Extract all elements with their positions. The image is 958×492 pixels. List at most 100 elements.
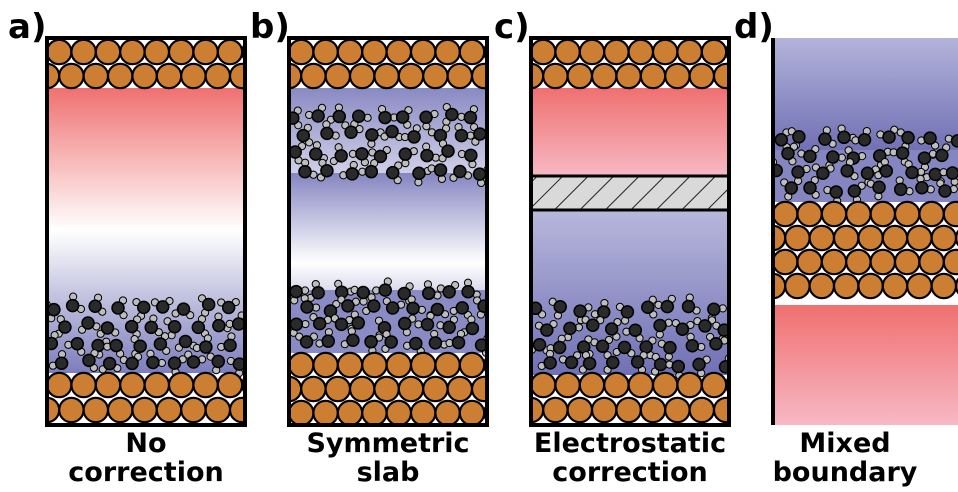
metal-atom bbox=[871, 250, 895, 274]
panel-d-label: d) bbox=[734, 10, 774, 44]
metal-atom bbox=[362, 40, 386, 64]
metal-atom bbox=[871, 202, 895, 226]
panel-c-caption-line-1: Electrostatic bbox=[500, 429, 760, 458]
panel-a-label: a) bbox=[8, 10, 46, 44]
metal-atom bbox=[193, 373, 217, 397]
metal-atom bbox=[387, 401, 411, 425]
panel-d-mixed-boundary bbox=[749, 38, 958, 425]
metal-atom bbox=[531, 40, 555, 64]
metal-atom bbox=[132, 64, 156, 88]
metal-atom bbox=[604, 40, 628, 64]
metal-atom bbox=[785, 274, 809, 298]
metal-atom bbox=[714, 398, 738, 422]
metal-atom bbox=[313, 40, 337, 64]
metal-atom bbox=[810, 226, 834, 250]
metal-atom bbox=[338, 353, 362, 377]
panel-a-caption: No correction bbox=[16, 429, 276, 487]
metal-atom bbox=[145, 40, 169, 64]
metal-atom bbox=[883, 274, 907, 298]
metal-atom bbox=[919, 202, 943, 226]
metal-atom bbox=[641, 398, 665, 422]
metal-atom bbox=[265, 401, 289, 425]
metal-atom bbox=[665, 398, 689, 422]
metal-atom bbox=[313, 353, 337, 377]
metal-atom bbox=[616, 398, 640, 422]
metal-atom bbox=[448, 64, 472, 88]
panel-c-caption: Electrostatic correction bbox=[500, 429, 760, 487]
metal-atom bbox=[132, 398, 156, 422]
metal-atom bbox=[23, 373, 47, 397]
metal-atom bbox=[157, 64, 181, 88]
metal-atom bbox=[289, 353, 313, 377]
panel-b-symmetric-slab bbox=[265, 38, 509, 425]
metal-atom bbox=[773, 202, 797, 226]
panel-b-metal-top bbox=[265, 40, 509, 88]
metal-atom bbox=[326, 64, 350, 88]
metal-atom bbox=[84, 64, 108, 88]
metal-atom bbox=[71, 40, 95, 64]
metal-atom bbox=[218, 373, 242, 397]
panel-c-metal-top bbox=[507, 40, 751, 88]
metal-atom bbox=[665, 64, 689, 88]
metal-atom bbox=[653, 373, 677, 397]
metal-atom bbox=[472, 377, 496, 401]
panel-d-field-bottom bbox=[773, 305, 958, 425]
panel-d-caption-line-1: Mixed bbox=[735, 429, 955, 458]
metal-atom bbox=[702, 40, 726, 64]
metal-atom bbox=[448, 377, 472, 401]
metal-atom bbox=[895, 250, 919, 274]
metal-atom bbox=[507, 373, 531, 397]
metal-atom bbox=[96, 373, 120, 397]
metal-atom bbox=[313, 401, 337, 425]
metal-atom bbox=[641, 64, 665, 88]
metal-atom bbox=[301, 64, 325, 88]
metal-atom bbox=[592, 64, 616, 88]
metal-atom bbox=[895, 202, 919, 226]
metal-atom bbox=[858, 274, 882, 298]
metal-atom bbox=[301, 377, 325, 401]
panel-a-no-correction bbox=[23, 38, 267, 425]
panel-a-metal-bottom bbox=[23, 373, 267, 422]
metal-atom bbox=[338, 40, 362, 64]
metal-atom bbox=[47, 373, 71, 397]
metal-atom bbox=[580, 40, 604, 64]
metal-atom bbox=[181, 398, 205, 422]
panel-a-caption-line-2: correction bbox=[16, 458, 276, 487]
panel-c-caption-line-2: correction bbox=[500, 458, 760, 487]
metal-atom bbox=[84, 398, 108, 422]
panel-b-label: b) bbox=[250, 10, 290, 44]
metal-atom bbox=[435, 40, 459, 64]
metal-atom bbox=[120, 40, 144, 64]
metal-atom bbox=[460, 353, 484, 377]
panel-d-metal-slab bbox=[749, 202, 958, 298]
metal-atom bbox=[919, 250, 943, 274]
metal-atom bbox=[653, 40, 677, 64]
metal-atom bbox=[834, 226, 858, 250]
metal-atom bbox=[568, 64, 592, 88]
metal-atom bbox=[677, 40, 701, 64]
metal-atom bbox=[350, 64, 374, 88]
metal-atom bbox=[157, 398, 181, 422]
metal-atom bbox=[169, 373, 193, 397]
metal-atom bbox=[846, 250, 870, 274]
metal-atom bbox=[460, 401, 484, 425]
metal-atom bbox=[677, 373, 701, 397]
panel-c-metal-bottom bbox=[507, 373, 751, 422]
metal-atom bbox=[834, 274, 858, 298]
metal-atom bbox=[543, 64, 567, 88]
metal-atom bbox=[399, 377, 423, 401]
metal-atom bbox=[181, 64, 205, 88]
metal-atom bbox=[944, 250, 958, 274]
metal-atom bbox=[944, 202, 958, 226]
panel-d-caption: Mixed boundary bbox=[735, 429, 955, 487]
metal-atom bbox=[714, 64, 738, 88]
metal-atom bbox=[907, 274, 931, 298]
metal-atom bbox=[47, 40, 71, 64]
metal-atom bbox=[822, 202, 846, 226]
metal-atom bbox=[326, 377, 350, 401]
metal-atom bbox=[580, 373, 604, 397]
panel-c-field-top bbox=[531, 88, 729, 176]
panel-c-electrostatic-correction bbox=[507, 38, 751, 425]
